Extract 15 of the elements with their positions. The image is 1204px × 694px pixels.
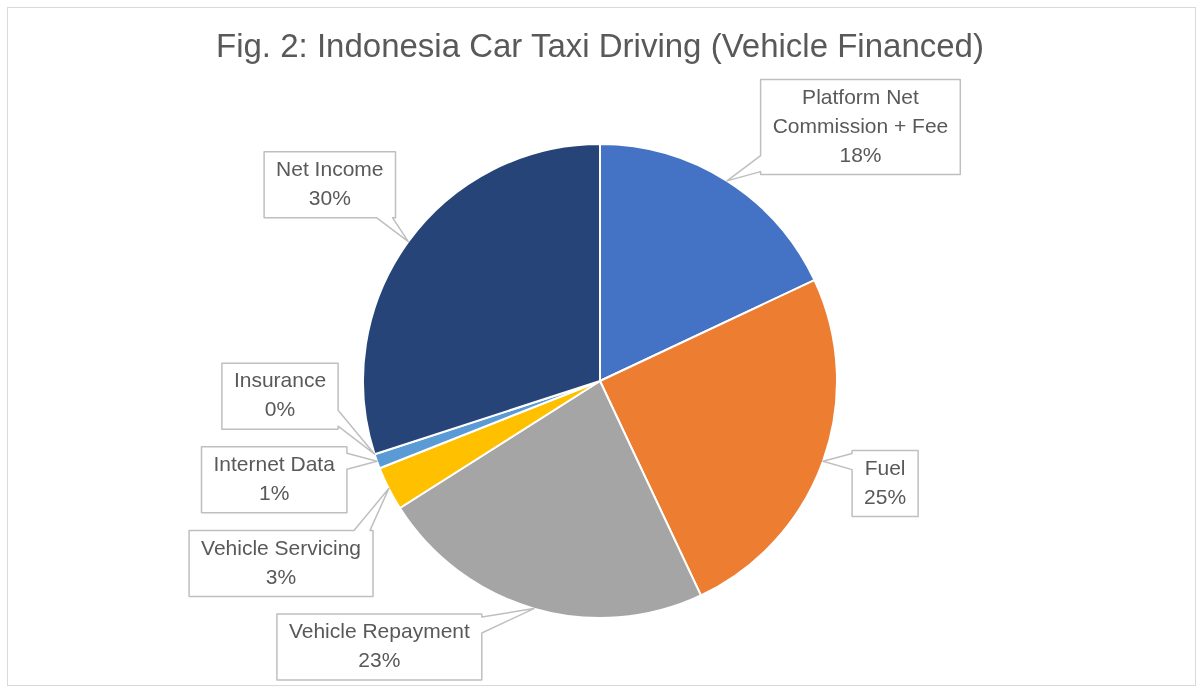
slice-label: Vehicle Repayment	[288, 619, 470, 643]
category-label: Insurance	[233, 368, 327, 392]
slice-label: Vehicle Servicing	[201, 535, 361, 559]
slice-label: Platform Net Commission + Fee	[772, 84, 949, 137]
data-label: 30%	[308, 185, 351, 209]
text: 0%	[264, 397, 296, 421]
slice-label: Internet Data	[213, 452, 336, 476]
slice-label: Net Income	[276, 156, 384, 180]
data-label: 23%	[358, 648, 401, 672]
chart-title: Fig. 2: Indonesia Car Taxi Driving (Vehicle Financed)	[216, 26, 984, 64]
data-label: 3%	[265, 564, 297, 588]
data-label: 18%	[839, 142, 882, 166]
data-label: 25%	[864, 484, 907, 508]
slice-label: Fuel	[864, 455, 906, 479]
data-label: 1%	[258, 481, 290, 505]
